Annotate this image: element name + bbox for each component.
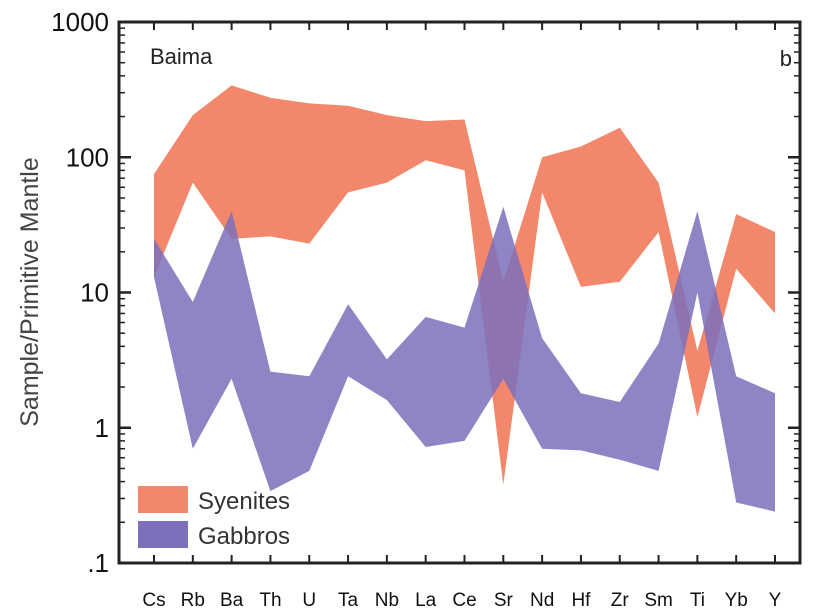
x-tick-label-ba: Ba xyxy=(220,590,244,611)
legend-swatch-gabbros xyxy=(138,521,188,548)
x-tick-label-la: La xyxy=(415,590,437,611)
x-tick-label-th: Th xyxy=(259,590,281,611)
bands-layer xyxy=(154,85,775,512)
y-tick-label: 1 xyxy=(95,413,109,443)
x-tick-labels: Cs Rb Ba Th U Ta Nb La Ce Sr Nd Hf Zr Sm Ti Yb Y xyxy=(142,590,781,611)
x-tick-label-ti: Ti xyxy=(690,590,705,611)
x-tick-label-hf: Hf xyxy=(571,590,591,611)
band-gabbros xyxy=(154,206,775,512)
x-tick-label-sr: Sr xyxy=(494,590,514,611)
legend-swatch-syenites xyxy=(138,486,188,513)
y-tick-label: 10 xyxy=(80,278,109,308)
x-tick-label-u: U xyxy=(302,590,316,611)
legend-label-gabbros: Gabbros xyxy=(198,523,290,550)
y-tick-labels: 1000 100 10 1 .1 xyxy=(51,7,109,578)
y-tick-label: 100 xyxy=(66,142,109,172)
y-tick-label: 1000 xyxy=(51,7,109,37)
x-tick-label-nb: Nb xyxy=(375,590,399,611)
x-tick-label-ta: Ta xyxy=(338,590,359,611)
x-tick-label-sm: Sm xyxy=(644,590,673,611)
x-tick-label-y: Y xyxy=(769,590,782,611)
x-tick-label-ce: Ce xyxy=(452,590,476,611)
x-tick-label-nd: Nd xyxy=(530,590,554,611)
legend-label-syenites: Syenites xyxy=(198,488,290,515)
ticks-layer xyxy=(119,20,800,565)
chart-title: Baima xyxy=(150,44,213,69)
x-tick-label-cs: Cs xyxy=(142,590,165,611)
band-syenites xyxy=(154,85,775,485)
x-tick-label-zr: Zr xyxy=(611,590,630,611)
y-tick-label: .1 xyxy=(87,548,109,578)
y-axis-title: Sample/Primitive Mantle xyxy=(16,157,44,427)
panel-label: b xyxy=(780,46,792,71)
legend: Syenites Gabbros xyxy=(138,486,290,550)
x-tick-label-yb: Yb xyxy=(725,590,748,611)
x-tick-label-rb: Rb xyxy=(181,590,205,611)
